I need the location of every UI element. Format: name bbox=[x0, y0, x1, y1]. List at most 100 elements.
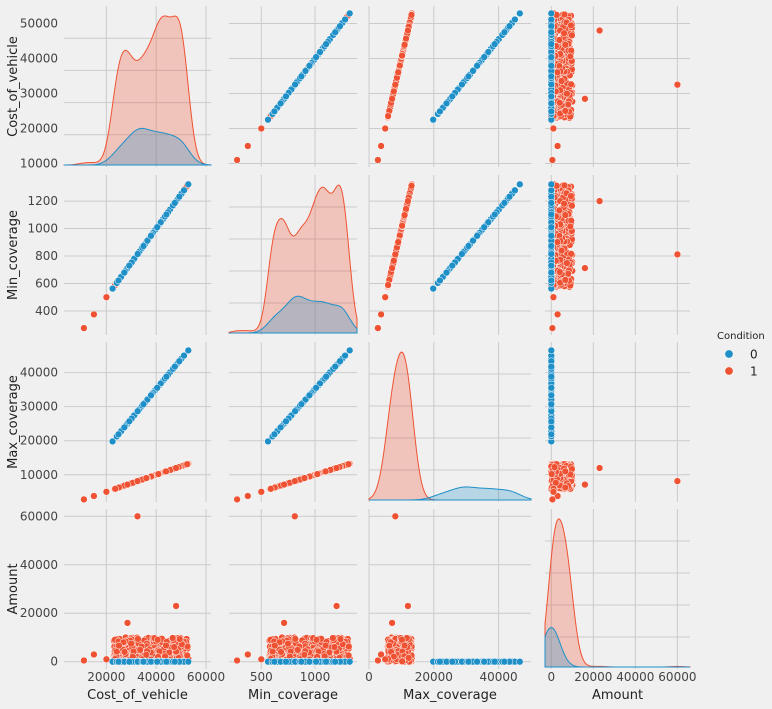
panel-Cost_of_vehicle-vs-Cost_of_vehicle bbox=[63, 6, 212, 167]
point-condition-0 bbox=[547, 40, 555, 48]
point-condition-0 bbox=[505, 193, 514, 201]
point-condition-0 bbox=[282, 417, 290, 425]
point-condition-0 bbox=[134, 250, 142, 258]
point-condition-1 bbox=[169, 634, 177, 642]
point-condition-1 bbox=[374, 324, 382, 332]
point-condition-0 bbox=[547, 242, 555, 250]
point-condition-1 bbox=[388, 264, 396, 272]
point-condition-1 bbox=[568, 31, 576, 39]
point-condition-0 bbox=[125, 658, 133, 666]
point-condition-1 bbox=[170, 643, 178, 651]
point-condition-0 bbox=[336, 22, 344, 30]
point-condition-1 bbox=[332, 464, 341, 472]
point-condition-1 bbox=[595, 464, 604, 472]
point-condition-1 bbox=[561, 107, 569, 115]
point-condition-1 bbox=[111, 485, 119, 493]
point-condition-0 bbox=[547, 268, 555, 277]
point-condition-1 bbox=[176, 635, 184, 643]
point-condition-0 bbox=[458, 250, 466, 258]
point-condition-0 bbox=[139, 658, 148, 666]
point-condition-1 bbox=[120, 648, 129, 656]
point-condition-0 bbox=[436, 276, 444, 285]
point-condition-0 bbox=[547, 391, 555, 399]
point-condition-0 bbox=[547, 28, 555, 36]
point-condition-1 bbox=[391, 250, 399, 259]
point-condition-1 bbox=[548, 324, 557, 332]
scatter-points bbox=[374, 9, 524, 164]
point-condition-1 bbox=[115, 641, 123, 650]
point-condition-0 bbox=[276, 423, 285, 432]
point-condition-0 bbox=[291, 80, 299, 89]
point-condition-0 bbox=[547, 423, 555, 432]
point-condition-0 bbox=[331, 28, 339, 36]
point-condition-0 bbox=[547, 180, 555, 188]
panel-Min_coverage-vs-Cost_of_vehicle bbox=[64, 175, 211, 335]
point-condition-0 bbox=[322, 40, 330, 48]
panel-Cost_of_vehicle-vs-Amount bbox=[545, 6, 690, 167]
point-condition-1 bbox=[384, 112, 392, 120]
point-condition-1 bbox=[567, 192, 575, 200]
point-condition-0 bbox=[516, 9, 524, 18]
point-condition-0 bbox=[547, 9, 555, 18]
point-condition-1 bbox=[162, 467, 170, 476]
point-condition-1 bbox=[142, 474, 150, 482]
point-condition-1 bbox=[400, 211, 409, 219]
point-condition-1 bbox=[564, 100, 572, 109]
point-condition-1 bbox=[257, 124, 265, 133]
point-condition-0 bbox=[171, 658, 179, 666]
point-condition-1 bbox=[581, 264, 589, 272]
point-condition-0 bbox=[282, 92, 290, 100]
panel-Min_coverage-vs-Min_coverage bbox=[228, 175, 358, 335]
point-condition-1 bbox=[398, 51, 406, 60]
point-condition-1 bbox=[673, 81, 682, 89]
point-condition-1 bbox=[568, 202, 576, 210]
point-condition-0 bbox=[153, 658, 161, 666]
point-condition-0 bbox=[312, 384, 320, 392]
point-condition-0 bbox=[547, 92, 555, 100]
point-condition-0 bbox=[297, 72, 306, 80]
point-condition-1 bbox=[102, 293, 111, 301]
point-condition-0 bbox=[511, 186, 519, 194]
point-condition-1 bbox=[566, 52, 574, 61]
point-condition-0 bbox=[547, 15, 555, 24]
point-condition-0 bbox=[547, 210, 555, 219]
point-condition-1 bbox=[381, 124, 389, 133]
point-condition-0 bbox=[270, 430, 279, 438]
point-condition-0 bbox=[147, 232, 155, 240]
point-condition-1 bbox=[313, 470, 321, 478]
point-condition-0 bbox=[442, 268, 451, 277]
point-condition-1 bbox=[549, 293, 558, 301]
point-condition-0 bbox=[448, 261, 456, 270]
point-condition-1 bbox=[567, 250, 575, 258]
point-condition-1 bbox=[233, 156, 241, 164]
point-condition-1 bbox=[560, 29, 568, 37]
point-condition-0 bbox=[547, 193, 555, 201]
point-condition-0 bbox=[473, 62, 481, 70]
point-condition-1 bbox=[400, 41, 409, 49]
scatter-points bbox=[233, 9, 354, 164]
point-condition-1 bbox=[404, 197, 412, 205]
point-condition-0 bbox=[547, 99, 555, 108]
point-condition-1 bbox=[80, 324, 88, 332]
point-condition-0 bbox=[175, 193, 183, 201]
point-condition-0 bbox=[547, 53, 555, 61]
point-condition-1 bbox=[300, 474, 309, 482]
point-condition-1 bbox=[548, 156, 557, 164]
panel-Cost_of_vehicle-vs-Min_coverage bbox=[229, 6, 357, 167]
point-condition-1 bbox=[384, 281, 392, 289]
point-condition-0 bbox=[139, 400, 148, 408]
point-condition-1 bbox=[133, 477, 142, 485]
point-condition-1 bbox=[553, 142, 562, 150]
point-condition-0 bbox=[547, 80, 555, 89]
point-condition-0 bbox=[547, 22, 555, 30]
point-condition-1 bbox=[407, 11, 416, 19]
point-condition-1 bbox=[560, 10, 569, 19]
panels-layer bbox=[63, 6, 691, 669]
point-condition-1 bbox=[595, 26, 604, 35]
point-condition-0 bbox=[297, 400, 306, 408]
point-condition-1 bbox=[391, 81, 399, 89]
point-condition-0 bbox=[500, 199, 509, 207]
point-condition-1 bbox=[549, 488, 558, 496]
point-condition-0 bbox=[134, 407, 142, 415]
